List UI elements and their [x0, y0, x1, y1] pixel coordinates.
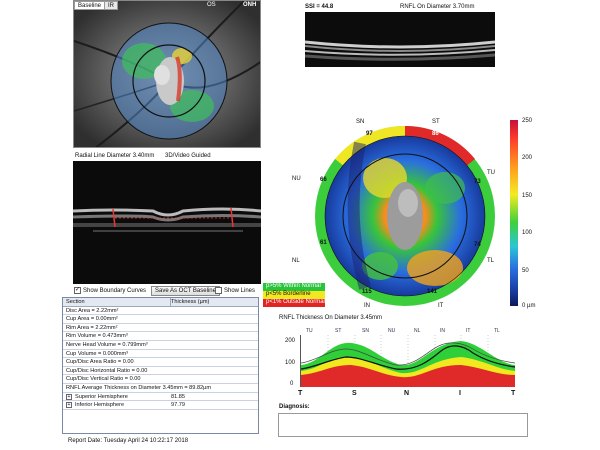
eye-label: OS [207, 2, 216, 8]
legend-outside-normal: p<1% Outside Normal [263, 299, 325, 307]
group-value: 81.85 [171, 393, 185, 400]
thickness-map-graphic [315, 125, 495, 306]
x-axis-label: S [352, 390, 357, 397]
sector-value-sn: 97 [366, 131, 373, 137]
radial-title: Radial Line Diameter 3.40mm [75, 153, 155, 159]
sector-value-nl: 61 [320, 240, 327, 246]
fundus-panel [73, 0, 261, 148]
optic-cup [398, 189, 418, 217]
scan-label: ONH [243, 2, 257, 8]
show-boundary-curves[interactable]: ✓ Show Boundary Curves [74, 287, 146, 295]
segment-label: SN [362, 328, 369, 334]
group-label: Superior Hemisphere [75, 393, 128, 400]
x-axis-label: N [404, 390, 410, 397]
sector-label-nl: NL [292, 258, 300, 264]
thickness-map [305, 118, 505, 313]
table-row: Cup Volume = 0.000mm³ [63, 350, 258, 359]
diagnosis-label: Diagnosis: [279, 404, 310, 410]
show-boundary-checkbox[interactable]: ✓ [74, 287, 81, 294]
radial-bscan [73, 161, 261, 284]
segment-label: TU [306, 328, 313, 334]
x-axis-label: T [511, 390, 516, 397]
group-superior[interactable]: + Superior Hemisphere 81.85 [63, 393, 258, 402]
table-header: Section Thickness (µm) [63, 298, 258, 307]
segment-label: NU [388, 328, 396, 334]
x-axis-label: I [459, 390, 461, 397]
header-section: Section [66, 298, 171, 306]
patient-curve [300, 345, 516, 370]
sector-value-in: 115 [362, 289, 372, 295]
tab-ir[interactable]: IR [104, 1, 118, 10]
scale-tick: 250 [522, 118, 533, 124]
show-boundary-label: Show Boundary Curves [83, 288, 147, 295]
sector-label-in: IN [364, 303, 370, 309]
sector-value-tu: 73 [474, 179, 481, 185]
profile-chart-graphic [300, 335, 516, 387]
fundus-image [74, 1, 260, 147]
sector-value-st: 86 [432, 131, 439, 137]
legend-borderline: p<5% Borderline [263, 291, 325, 299]
ssi-label: SSI = 44.8 [305, 4, 334, 10]
group-label: Inferior Hemisphere [75, 402, 125, 409]
scale-tick: 200 [522, 155, 533, 161]
segment-label: TL [494, 328, 500, 334]
y-tick: 0 [290, 381, 294, 387]
table-row: Rim Volume = 0.473mm³ [63, 332, 258, 341]
x-axis-label: T [298, 390, 303, 397]
show-lines[interactable]: Show Lines [215, 287, 255, 295]
sector-label-nu: NU [292, 176, 301, 182]
radial-mode: 3D/Video Guided [165, 153, 211, 159]
rnfl-scan-title: RNFL On Diameter 3.70mm [400, 4, 475, 10]
scale-tick: 50 [522, 268, 529, 274]
table-row: RNFL Average Thickness on Diameter 3.45m… [63, 384, 258, 393]
table-row: Cup/Disc Horizontal Ratio = 0.00 [63, 367, 258, 376]
table-row: Cup/Disc Vertical Ratio = 0.00 [63, 375, 258, 384]
scale-tick: 0 µm [522, 303, 536, 309]
sector-label-st: ST [432, 119, 440, 125]
table-row: Cup Area = 0.00mm² [63, 315, 258, 324]
table-row: Cup/Disc Area Ratio = 0.00 [63, 358, 258, 367]
expand-icon[interactable]: + [66, 402, 72, 409]
sector-value-tl: 74 [474, 242, 481, 248]
scale-tick: 100 [522, 230, 533, 236]
diagnosis-textarea[interactable] [278, 413, 528, 437]
sector-label-sn: SN [356, 119, 365, 125]
color-scale-bar [510, 120, 518, 306]
sector-value-it: 141 [427, 289, 438, 295]
profile-title: RNFL Thickness On Diameter 3.45mm [279, 315, 383, 321]
segment-label: IT [466, 328, 471, 334]
segment-label: IN [440, 328, 445, 334]
parameters-table: Section Thickness (µm) Disc Area = 2.22m… [62, 297, 259, 434]
segment-label: NL [414, 328, 421, 334]
sector-label-it: IT [438, 303, 444, 309]
sector-label-tl: TL [487, 258, 495, 264]
profile-chart [300, 335, 516, 387]
segment-label: ST [335, 328, 342, 334]
tab-baseline[interactable]: Baseline [74, 1, 106, 10]
report-date: Report Date: Tuesday April 24 10:22:17 2… [68, 438, 189, 444]
sector-label-tu: TU [487, 170, 495, 176]
table-row: Disc Area = 2.22mm² [63, 307, 258, 316]
header-thickness: Thickness (µm) [171, 299, 210, 305]
legend-within-normal: p>5% Within Normal [263, 283, 325, 291]
y-tick: 200 [285, 338, 296, 344]
sector-value-nu: 66 [320, 177, 327, 183]
expand-icon[interactable]: + [66, 393, 72, 400]
scale-tick: 150 [522, 193, 533, 199]
table-row: Rim Area = 2.22mm² [63, 324, 258, 333]
table-row: Nerve Head Volume = 0.799mm³ [63, 341, 258, 350]
rnfl-bscan [305, 12, 495, 67]
show-lines-label: Show Lines [224, 288, 256, 295]
group-inferior[interactable]: + Inferior Hemisphere 97.79 [63, 401, 258, 410]
save-as-oct-baseline-button[interactable]: Save As OCT Baseline [151, 286, 220, 296]
y-tick: 100 [285, 360, 296, 366]
show-lines-checkbox[interactable] [215, 287, 222, 294]
group-value: 97.79 [171, 402, 185, 409]
significance-legend: p>5% Within Normal p<5% Borderline p<1% … [263, 283, 325, 307]
